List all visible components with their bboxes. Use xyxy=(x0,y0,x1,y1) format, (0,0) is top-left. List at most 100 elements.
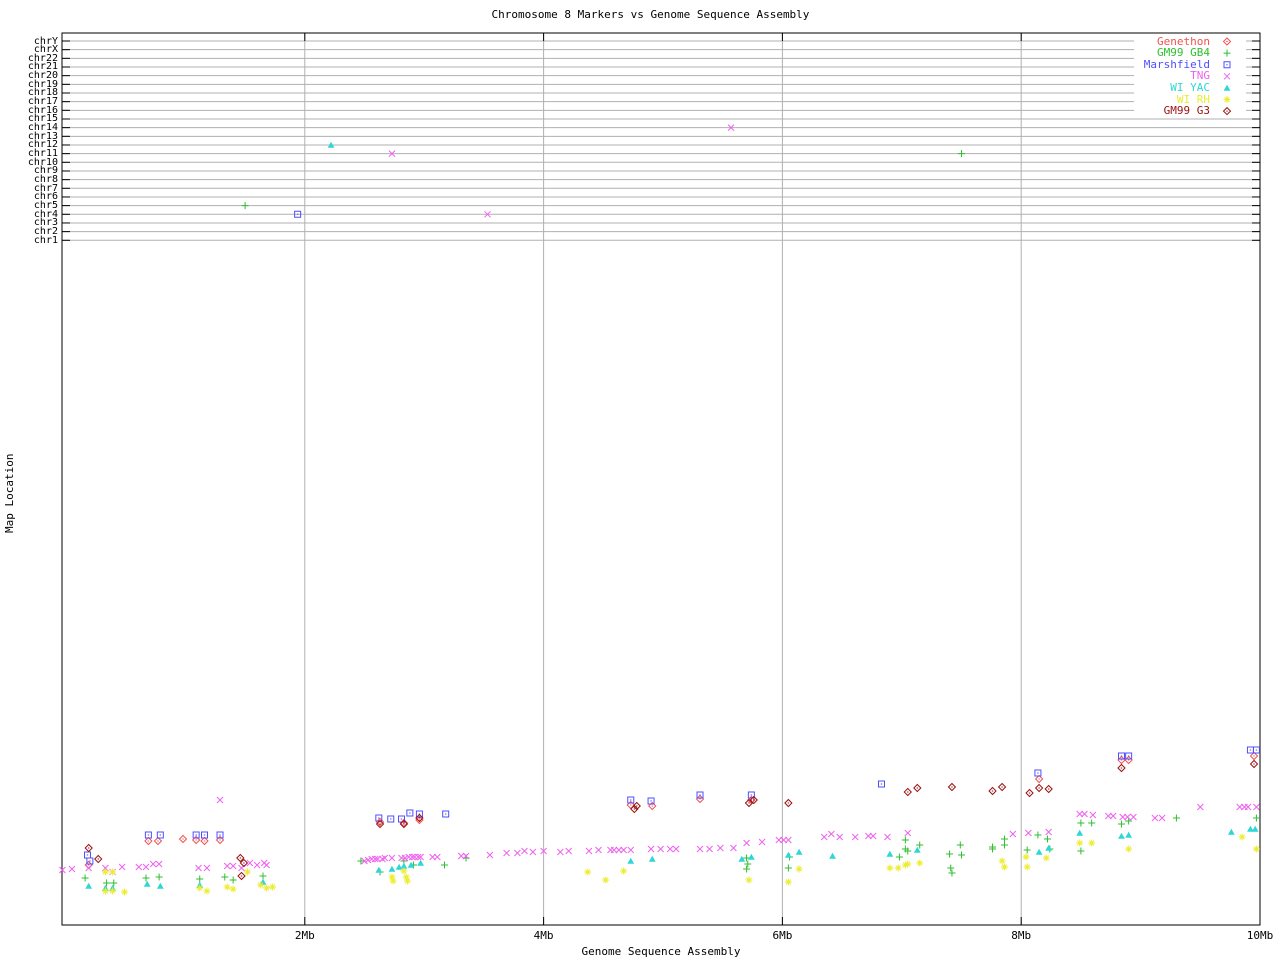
marker-gm99-g3 xyxy=(1044,784,1053,794)
marker-wi-yac-chr12 xyxy=(327,141,335,148)
marker-wi-rh xyxy=(1000,863,1008,871)
marker-genethon xyxy=(144,836,153,846)
series-gm99-gb4 xyxy=(81,150,1260,887)
marker-tng-chr11 xyxy=(388,150,396,157)
marker-gm99-g3 xyxy=(84,843,93,853)
marker-wi-yac xyxy=(747,853,755,860)
marker-gm99-gb4 xyxy=(743,854,751,862)
marker-marshfield xyxy=(216,831,224,839)
marker-tng xyxy=(1196,803,1204,811)
marker-genethon xyxy=(1124,755,1133,765)
marker-wi-rh xyxy=(1088,839,1096,847)
marker-tng xyxy=(706,845,713,853)
x-tick-label: 4Mb xyxy=(533,929,554,942)
marker-wi-yac xyxy=(400,862,408,869)
marker-wi-yac xyxy=(784,851,792,858)
marker-gm99-g3 xyxy=(415,813,424,823)
marker-gm99-g3 xyxy=(1034,783,1044,793)
marker-tng xyxy=(462,852,470,860)
marker-tng xyxy=(529,848,537,856)
series-wi-rh xyxy=(101,833,1260,896)
marker-marshfield xyxy=(1252,746,1260,754)
marker-gm99-g3 xyxy=(903,787,912,797)
series-wi-yac xyxy=(85,141,1259,891)
marker-gm99-gb4 xyxy=(895,853,903,861)
marker-wi-rh xyxy=(784,878,792,886)
marker-tng xyxy=(195,864,202,872)
marker-wi-rh xyxy=(196,884,204,892)
marker-gm99-g3 xyxy=(375,819,385,829)
y-tick-label: chr21 xyxy=(27,61,58,73)
marker-wi-yac xyxy=(1125,831,1133,838)
marker-wi-rh xyxy=(584,868,592,876)
marker-tng-chr4 xyxy=(484,210,491,218)
marker-gm99-gb4 xyxy=(259,872,267,880)
marker-gm99-gb4 xyxy=(956,841,964,849)
marker-tng xyxy=(417,853,424,861)
marker-marshfield xyxy=(1117,752,1125,760)
y-tick-label: chr20 xyxy=(27,70,58,82)
marker-marshfield xyxy=(398,815,406,823)
x-tick-label: 2Mb xyxy=(294,929,315,942)
series-gm99-g3 xyxy=(84,759,1259,881)
y-tick-label: chr12 xyxy=(27,139,58,151)
marker-tng xyxy=(59,866,66,874)
marker-tng xyxy=(263,861,270,869)
marker-wi-yac xyxy=(388,865,396,872)
marker-tng xyxy=(540,847,547,855)
marker-tng xyxy=(1105,812,1112,820)
marker-gm99-g3 xyxy=(239,858,249,868)
marker-tng xyxy=(865,832,872,840)
marker-gm99-gb4-chr11 xyxy=(958,150,965,158)
marker-marshfield xyxy=(192,831,200,839)
y-tick-label: chr2 xyxy=(33,226,58,238)
legend-label-genethon: Genethon xyxy=(1157,34,1210,48)
marker-wi-rh xyxy=(886,864,894,872)
marker-genethon xyxy=(648,801,657,811)
marker-tng xyxy=(149,860,157,868)
marker-wi-rh xyxy=(1252,845,1260,853)
marker-gm99-gb4 xyxy=(1117,820,1125,828)
y-tick-label: chr5 xyxy=(33,200,58,212)
marker-tng xyxy=(1236,803,1244,811)
marker-tng xyxy=(743,839,750,847)
marker-gm99-gb4 xyxy=(989,845,997,853)
marker-tng xyxy=(513,849,521,857)
marker-gm99-gb4 xyxy=(440,861,448,869)
marker-wi-yac xyxy=(1035,848,1043,855)
marker-gm99-gb4 xyxy=(947,864,955,872)
marker-wi-rh xyxy=(121,888,129,896)
marker-tng xyxy=(780,836,787,844)
y-axis-title: Map Location xyxy=(3,453,16,533)
marker-marshfield xyxy=(878,780,886,788)
marker-wi-rh xyxy=(101,887,109,895)
y-tick-label: chr4 xyxy=(33,208,58,220)
legend-marker-tng xyxy=(1223,72,1231,80)
marker-gm99-gb4 xyxy=(1172,814,1180,822)
marker-tng xyxy=(556,848,564,856)
marker-tng xyxy=(1009,830,1017,838)
marker-tng xyxy=(1025,829,1032,837)
marker-gm99-g3 xyxy=(632,801,641,811)
marker-marshfield xyxy=(747,791,755,799)
marker-tng xyxy=(246,859,254,867)
marker-marshfield xyxy=(627,796,635,804)
marker-wi-rh xyxy=(745,876,753,884)
marker-tng-chr14 xyxy=(727,124,735,132)
marker-wi-rh xyxy=(243,868,251,876)
marker-tng xyxy=(820,833,828,841)
marker-wi-rh xyxy=(203,887,211,895)
marker-wi-rh xyxy=(916,859,924,867)
marker-wi-yac xyxy=(1118,832,1125,839)
marker-wi-rh xyxy=(229,885,237,893)
marker-wi-yac xyxy=(259,878,267,885)
x-tick-label: 10Mb xyxy=(1246,929,1274,942)
y-tick-label: chr13 xyxy=(27,130,58,142)
marker-wi-yac xyxy=(375,866,383,873)
marker-gm99-g3 xyxy=(630,804,639,814)
y-tick-label: chrY xyxy=(33,35,58,47)
marker-gm99-gb4 xyxy=(155,873,163,881)
marker-gm99-g3 xyxy=(1117,763,1126,773)
marker-tng xyxy=(85,864,93,872)
